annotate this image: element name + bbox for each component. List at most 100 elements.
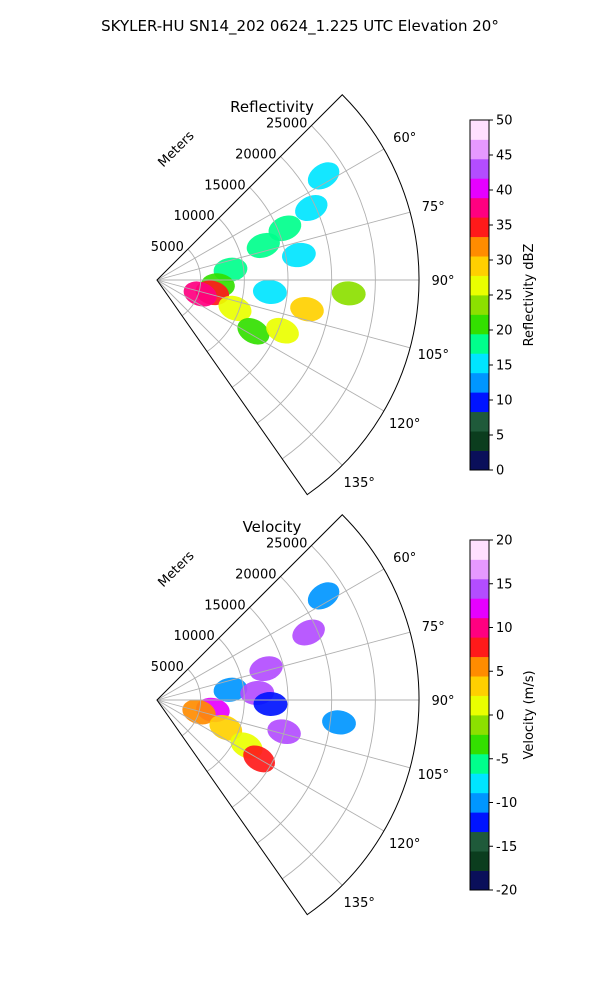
range-tick-label: 5000: [151, 660, 184, 675]
colorbar-band: [470, 139, 489, 160]
colorbar-band: [470, 870, 489, 891]
range-ring: [281, 125, 376, 460]
azimuth-gridline: [156, 279, 385, 412]
colorbar-tick-label: 0: [496, 709, 504, 724]
echo-cell: [252, 279, 287, 304]
colorbar-tick-label: 15: [496, 359, 513, 374]
colorbar-label: Velocity (m/s): [522, 670, 537, 759]
colorbar-tick-label: 50: [496, 114, 513, 129]
range-ring: [256, 576, 333, 844]
colorbar-band: [470, 715, 489, 735]
azimuth-gridline: [156, 211, 411, 281]
echo-cell: [266, 317, 299, 344]
colorbar-band: [470, 831, 489, 852]
azimuth-tick-label: 120°: [389, 417, 420, 432]
range-tick-label: 10000: [173, 629, 214, 644]
azimuth-tick-label: 60°: [393, 131, 416, 146]
echo-cell: [307, 162, 340, 190]
colorbar-tick-label: -5: [496, 752, 509, 767]
azimuth-tick-label: 105°: [418, 768, 449, 783]
echo-cell: [246, 232, 280, 259]
colorbar-tick-label: 0: [496, 464, 504, 479]
colorbar-band: [470, 656, 489, 677]
colorbar-band: [470, 411, 489, 432]
colorbar-band: [470, 617, 489, 638]
colorbar-band: [470, 578, 489, 599]
azimuth-tick-label: 120°: [389, 837, 420, 852]
colorbar-band: [470, 392, 489, 413]
colorbar-band: [470, 333, 489, 354]
colorbar-band: [470, 753, 489, 774]
range-tick-label: 20000: [235, 568, 276, 583]
colorbar-band: [470, 792, 489, 813]
azimuth-gridline: [156, 631, 411, 701]
colorbar-band: [470, 559, 489, 580]
colorbar-tick-label: 5: [496, 429, 504, 444]
echo-cell: [290, 296, 324, 322]
echo-cell: [213, 677, 248, 702]
range-tick-label: 15000: [204, 598, 245, 613]
colorbar-tick-label: 35: [496, 219, 513, 234]
colorbar-band: [470, 275, 489, 296]
azimuth-tick-label: 75°: [422, 200, 445, 215]
range-tick-label: 15000: [204, 178, 245, 193]
azimuth-tick-label: 90°: [431, 274, 454, 289]
colorbar-tick-label: 20: [496, 324, 513, 339]
colorbar-band: [470, 851, 489, 871]
panel-reflectivity: Reflectivity 5000 10000 15000 20000 25000 60° 7…: [151, 94, 537, 496]
colorbar-tick-label: -10: [496, 796, 517, 811]
colorbar-band: [470, 540, 489, 560]
azimuth-gridline: [156, 279, 411, 349]
azimuth-gridline: [156, 699, 411, 769]
echo-cell: [282, 242, 316, 268]
range-axis-label: Meters: [156, 548, 198, 590]
echo-cell: [249, 656, 283, 682]
colorbar-band: [470, 695, 489, 716]
range-ring: [181, 248, 202, 317]
colorbar-label: Reflectivity dBZ: [522, 244, 537, 347]
echo-cell: [218, 295, 252, 322]
colorbar-band: [470, 178, 489, 199]
echo-cell: [307, 582, 340, 610]
range-ring: [231, 607, 289, 808]
colorbar-band: [470, 236, 489, 257]
colorbar-band: [470, 158, 489, 179]
colorbar-band: [470, 773, 489, 794]
azimuth-gridline: [156, 699, 343, 886]
range-tick-label: 5000: [151, 240, 184, 255]
azimuth-tick-label: 135°: [344, 896, 375, 911]
range-ring: [181, 668, 202, 737]
figure-title: SKYLER-HU SN14_202 0624_1.225 UTC Elevat…: [101, 17, 499, 36]
range-ring: [231, 187, 289, 388]
colorbar-tick-label: 10: [496, 621, 513, 636]
azimuth-gridline: [156, 148, 385, 281]
colorbar-band: [470, 197, 489, 218]
colorbar-band: [470, 314, 489, 335]
range-axis-label: Meters: [156, 128, 198, 170]
colorbar-tick-label: 20: [496, 534, 513, 549]
colorbar-band: [470, 217, 489, 238]
colorbar-tick-label: -20: [496, 884, 517, 899]
range-ring: [256, 156, 333, 424]
range-tick-label: 25000: [266, 117, 307, 132]
echo-cell: [209, 714, 243, 741]
colorbar-band: [470, 120, 489, 140]
azimuth-tick-label: 135°: [344, 476, 375, 491]
colorbar-tick-label: -15: [496, 840, 517, 855]
echo-cell: [237, 318, 270, 345]
colorbar-band: [470, 372, 489, 393]
colorbar-band: [470, 812, 489, 833]
colorbar-band: [470, 450, 489, 471]
panel-velocity: Velocity 5000 10000 15000 20000 25000 60° 75° 90…: [151, 514, 537, 916]
colorbar-band: [470, 676, 489, 696]
colorbar-tick-label: 40: [496, 184, 513, 199]
azimuth-gridline: [156, 699, 385, 832]
azimuth-tick-label: 60°: [393, 551, 416, 566]
echo-cell: [322, 710, 356, 735]
sector-frame: [156, 514, 420, 916]
colorbar-band: [470, 353, 489, 374]
range-ring: [281, 545, 376, 880]
echo-cell: [292, 619, 325, 646]
colorbar-tick-label: 15: [496, 577, 513, 592]
